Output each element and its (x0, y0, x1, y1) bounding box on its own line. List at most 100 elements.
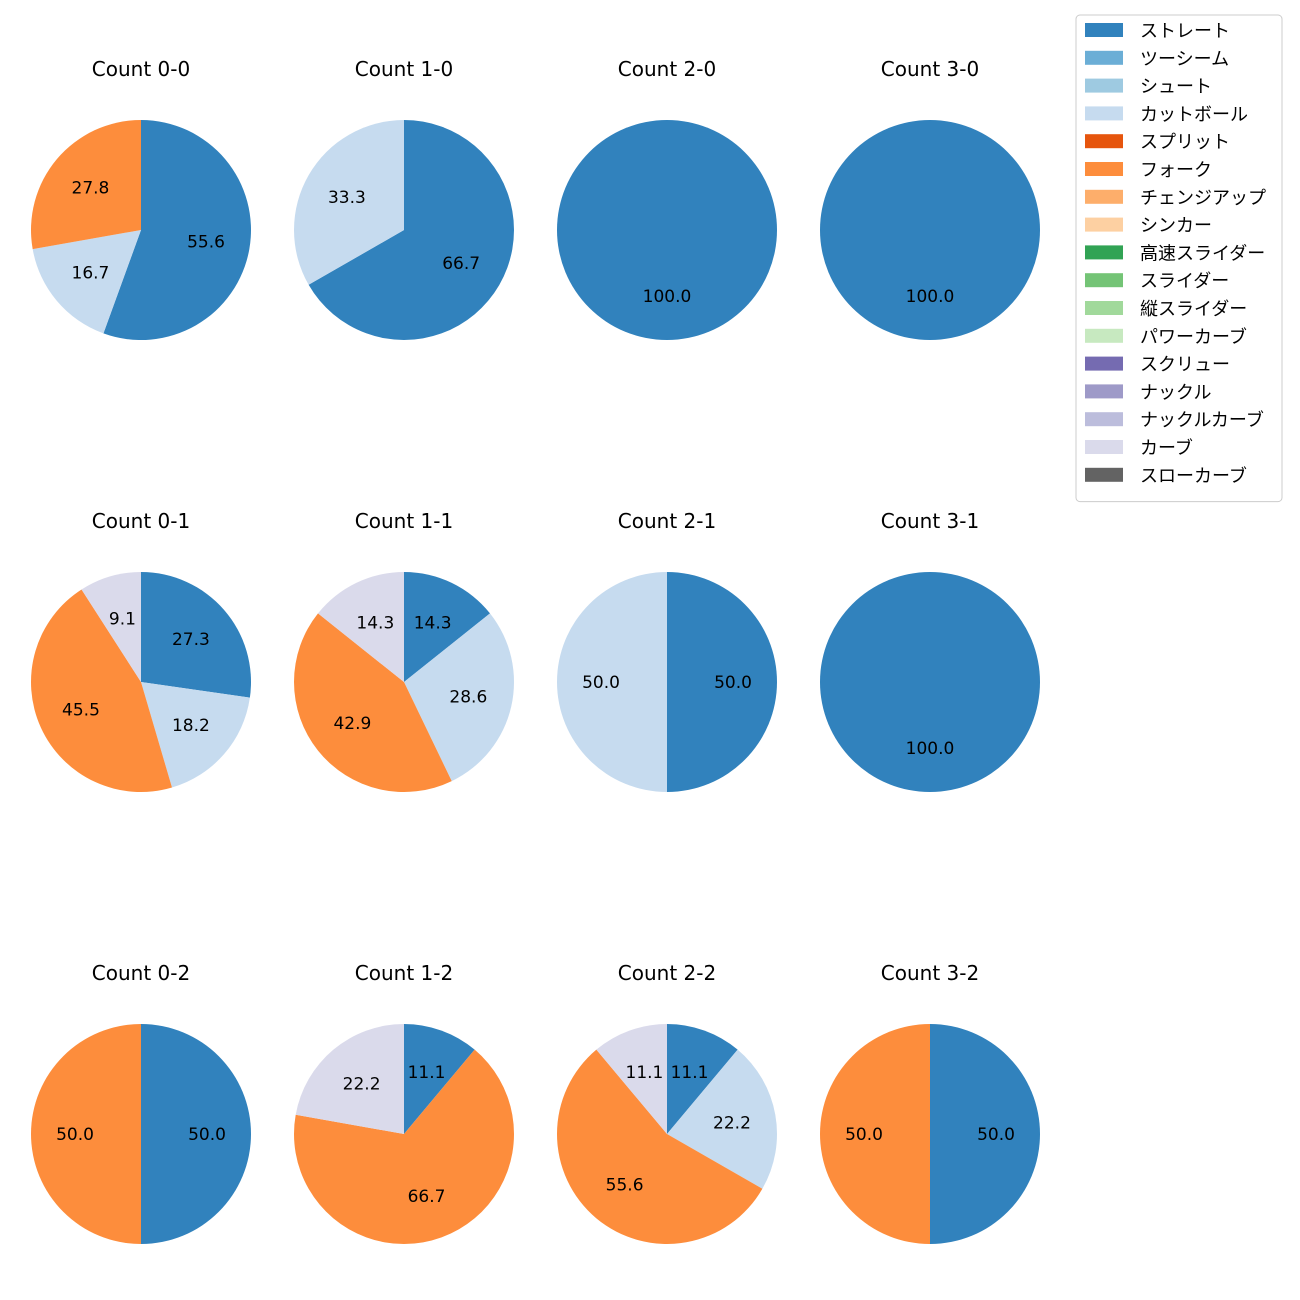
pie-slice (930, 1024, 1040, 1244)
pie-title: Count 0-2 (92, 961, 190, 985)
legend-item: スローカーブ (1085, 465, 1247, 487)
pie-slice-label: 66.7 (442, 254, 480, 274)
pie-slice (557, 1049, 763, 1245)
pie-title: Count 1-0 (355, 57, 453, 81)
pie-count-1-2: Count 1-2 11.1 66.7 22.2 (294, 961, 515, 1245)
pie-count-2-0: Count 2-0 100.0 (557, 57, 777, 340)
legend-swatch (1085, 273, 1123, 288)
pie-slice (31, 1024, 141, 1244)
legend-swatch (1085, 134, 1123, 149)
pie-title: Count 1-2 (355, 961, 453, 985)
legend-label: ツーシーム (1140, 49, 1229, 70)
pie-slice (557, 572, 667, 792)
pie-slice-label: 11.1 (626, 1063, 664, 1083)
legend-label: ナックル (1140, 382, 1211, 403)
pie-slice-label: 50.0 (977, 1125, 1015, 1145)
pie-slice (30, 589, 172, 793)
pie-slice-label: 55.6 (606, 1176, 644, 1196)
pie-title: Count 3-1 (881, 509, 979, 533)
pie-slice-label: 18.2 (172, 716, 210, 736)
pie-slice-label: 50.0 (56, 1125, 94, 1145)
pie-slice (820, 120, 1040, 340)
legend-swatch (1085, 301, 1123, 315)
legend-item: スライダー (1085, 271, 1229, 292)
legend-item: フォーク (1085, 160, 1212, 181)
pie-slice-label: 11.1 (671, 1063, 709, 1083)
pie-slice-label: 50.0 (714, 673, 752, 693)
legend-swatch (1085, 384, 1123, 399)
pie-slice-label: 45.5 (62, 700, 100, 720)
legend-label: スプリット (1140, 132, 1230, 153)
pie-slice (295, 1024, 404, 1134)
legend-swatch (1085, 189, 1123, 204)
pie-slice (820, 572, 1040, 792)
pie-title: Count 0-0 (92, 57, 190, 81)
legend-swatch (1085, 217, 1123, 232)
pie-title: Count 2-1 (618, 509, 716, 533)
legend-label: 縦スライダー (1140, 299, 1247, 320)
legend-label: ナックルカーブ (1140, 409, 1264, 431)
pie-title: Count 3-2 (881, 961, 979, 985)
pie-slice-label: 100.0 (643, 287, 692, 307)
pie-title: Count 3-0 (881, 57, 979, 81)
pie-slice (404, 572, 491, 682)
pie-slice-label: 22.2 (343, 1074, 381, 1094)
pie-title: Count 2-2 (618, 961, 716, 985)
legend-label: スローカーブ (1140, 465, 1247, 487)
legend-item: 高速スライダー (1085, 243, 1265, 264)
pie-slice (820, 1024, 930, 1244)
pie-slice-label: 14.3 (414, 614, 452, 634)
pie-count-1-0: Count 1-0 66.7 33.3 (293, 57, 514, 340)
legend-swatch (1085, 106, 1123, 121)
pie-slice-label: 33.3 (328, 188, 366, 208)
pie-count-3-0: Count 3-0 100.0 (820, 57, 1040, 340)
pie-slice-label: 50.0 (188, 1125, 226, 1145)
legend-swatch (1085, 412, 1123, 427)
pie-slice (404, 1024, 475, 1134)
legend-label: パワーカーブ (1140, 326, 1247, 348)
pie-slice (141, 1024, 251, 1244)
pie-slice (32, 230, 142, 334)
pie-slice-label: 16.7 (72, 263, 110, 283)
pie-slice (103, 120, 251, 340)
pie-slice-label: 42.9 (333, 714, 371, 734)
legend-swatch (1085, 356, 1123, 371)
legend-swatch (1085, 78, 1123, 93)
legend-item: カーブ (1085, 437, 1193, 459)
pie-count-1-1: Count 1-1 14.3 28.6 42.9 14.3 (294, 509, 514, 792)
legend: ストレートツーシームシュートカットボールスプリットフォークチェンジアップシンカー… (1075, 14, 1283, 503)
pie-title: Count 2-0 (618, 57, 716, 81)
pie-slice (404, 613, 514, 782)
pie-slice (317, 572, 404, 682)
legend-swatch (1085, 467, 1123, 482)
legend-swatch (1085, 440, 1123, 454)
legend-swatch (1085, 50, 1123, 65)
legend-label: ストレート (1140, 21, 1230, 42)
pie-count-0-2: Count 0-2 50.0 50.0 (31, 961, 251, 1244)
legend-item: ナックルカーブ (1085, 409, 1264, 431)
pie-slice-label: 50.0 (845, 1125, 883, 1145)
pie-slice-label: 50.0 (582, 673, 620, 693)
pie-slice-label: 55.6 (187, 232, 225, 252)
pie-slice (294, 1049, 515, 1245)
legend-label: シンカー (1140, 216, 1212, 237)
pie-slice (667, 572, 777, 792)
pie-slice-label: 9.1 (109, 610, 136, 630)
legend-label: スライダー (1140, 271, 1229, 292)
pie-count-2-1: Count 2-1 50.0 50.0 (557, 509, 777, 792)
pie-title: Count 0-1 (92, 509, 190, 533)
pie-slice (81, 572, 141, 682)
pie-slice-label: 100.0 (906, 287, 955, 307)
legend-item: チェンジアップ (1085, 188, 1266, 209)
legend-label: カーブ (1140, 437, 1193, 459)
legend-swatch (1085, 162, 1123, 176)
pie-slice (557, 120, 777, 340)
pie-slice (667, 1049, 777, 1189)
legend-swatch (1085, 245, 1123, 260)
pie-slice-label: 66.7 (408, 1187, 446, 1207)
legend-frame (1075, 14, 1283, 503)
legend-item: シンカー (1085, 216, 1212, 237)
legend-label: スクリュー (1140, 355, 1230, 376)
pie-slice (308, 120, 514, 340)
legend-label: 高速スライダー (1140, 243, 1265, 264)
